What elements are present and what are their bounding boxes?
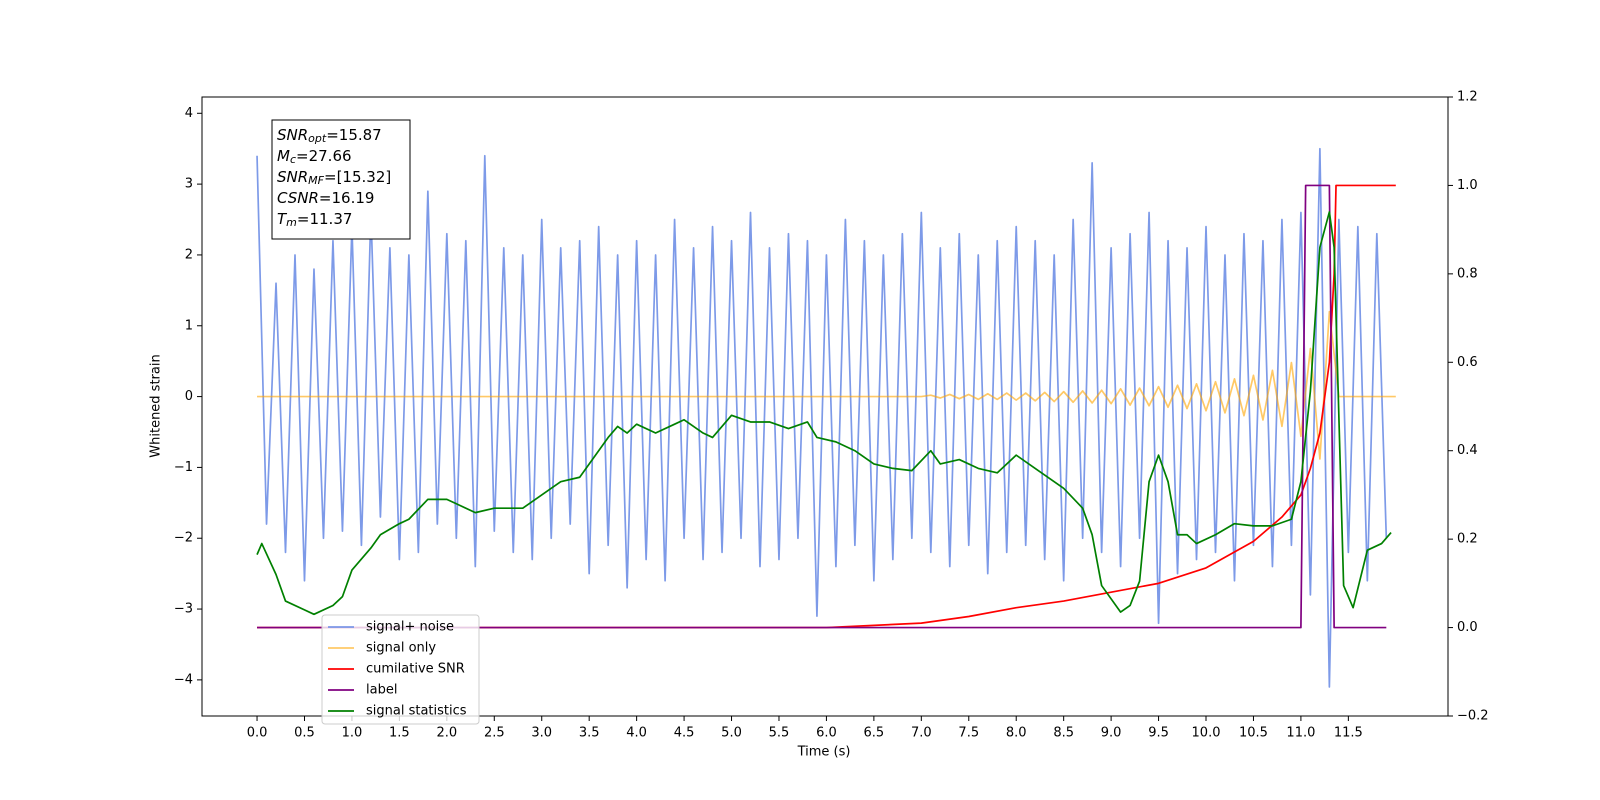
legend-box (321, 614, 480, 725)
y-tick-label: 1 (185, 318, 193, 333)
x-tick-label: 4.0 (626, 726, 647, 741)
y2-tick-label: −0.2 (1457, 709, 1489, 724)
x-tick-label: 7.5 (958, 726, 979, 741)
series-line (257, 310, 1396, 460)
legend-label: signal+ noise (366, 620, 454, 635)
y2-tick-label: 0.6 (1457, 355, 1478, 370)
x-tick-label: 0.0 (247, 726, 268, 741)
annotation-symbol: SNR (277, 126, 308, 144)
annotation-subscript: c (290, 153, 296, 166)
x-tick-label: 11.0 (1286, 726, 1315, 741)
y-tick-label: 0 (185, 389, 193, 404)
annotation-subscript: opt (308, 132, 327, 145)
annotation-subscript: m (286, 216, 297, 229)
axes-frame (201, 96, 1449, 717)
annotation-line: CSNR=16.19 (277, 189, 374, 207)
x-tick-label: 9.5 (1148, 726, 1169, 741)
y2-tick-label: 0.0 (1457, 620, 1478, 635)
annotation-value: =11.37 (297, 210, 353, 228)
y2-tick-label: 1.2 (1457, 90, 1478, 105)
legend-label: label (366, 683, 397, 698)
annotation-symbol: SNR (277, 168, 308, 186)
y-tick-label: −1 (174, 460, 193, 475)
x-tick-label: 3.5 (579, 726, 600, 741)
x-tick-label: 1.5 (389, 726, 410, 741)
x-tick-label: 8.0 (1006, 726, 1027, 741)
x-tick-label: 11.5 (1334, 726, 1363, 741)
y2-tick-label: 1.0 (1457, 178, 1478, 193)
annotation-line: SNRMF=[15.32] (277, 168, 391, 188)
annotation-value: =15.87 (326, 126, 382, 144)
x-tick-label: 6.5 (864, 726, 885, 741)
annotation-value: =27.66 (296, 147, 352, 165)
x-tick-label: 3.0 (531, 726, 552, 741)
x-tick-label: 4.5 (674, 726, 695, 741)
y-tick-label: 2 (185, 247, 193, 262)
x-tick-label: 8.5 (1053, 726, 1074, 741)
series-line (257, 184, 1396, 629)
legend-label: signal only (366, 641, 436, 656)
annotation-value: =16.19 (319, 189, 375, 207)
x-axis-label: Time (s) (797, 745, 851, 760)
x-tick-label: 10.0 (1192, 726, 1221, 741)
y-tick-label: −4 (174, 672, 193, 687)
annotation-symbol: T (277, 210, 288, 228)
x-tick-label: 5.0 (721, 726, 742, 741)
x-tick-label: 5.5 (769, 726, 790, 741)
annotation-subscript: MF (308, 174, 324, 187)
legend-label: cumilative SNR (366, 662, 465, 677)
x-tick-label: 0.5 (294, 726, 315, 741)
x-tick-label: 7.0 (911, 726, 932, 741)
legend-label: signal statistics (366, 704, 467, 719)
x-tick-label: 9.0 (1101, 726, 1122, 741)
y-tick-label: −2 (174, 531, 193, 546)
y-tick-label: 4 (185, 106, 193, 121)
series-line (256, 147, 1388, 688)
series-line (257, 184, 1387, 629)
y2-tick-label: 0.4 (1457, 443, 1478, 458)
y2-tick-label: 0.2 (1457, 532, 1478, 547)
x-tick-label: 6.0 (816, 726, 837, 741)
x-tick-label: 2.0 (436, 726, 457, 741)
annotation-line: Tm=11.37 (277, 210, 352, 230)
annotation-line: SNRopt=15.87 (277, 126, 382, 146)
x-tick-label: 10.5 (1239, 726, 1268, 741)
plot-area (256, 147, 1396, 688)
y-tick-label: −3 (174, 602, 193, 617)
x-tick-label: 1.0 (342, 726, 363, 741)
series-line (256, 211, 1392, 616)
annotation-symbol: M (277, 147, 290, 165)
y-tick-label: 3 (185, 177, 193, 192)
x-tick-label: 2.5 (484, 726, 505, 741)
annotation-value: =[15.32] (324, 168, 391, 186)
y2-tick-label: 0.8 (1457, 266, 1478, 281)
y-axis-label: Whitened strain (149, 354, 164, 457)
annotation-box (271, 119, 411, 240)
annotation-symbol: CSNR (277, 189, 319, 207)
annotation-line: Mc=27.66 (277, 147, 352, 167)
